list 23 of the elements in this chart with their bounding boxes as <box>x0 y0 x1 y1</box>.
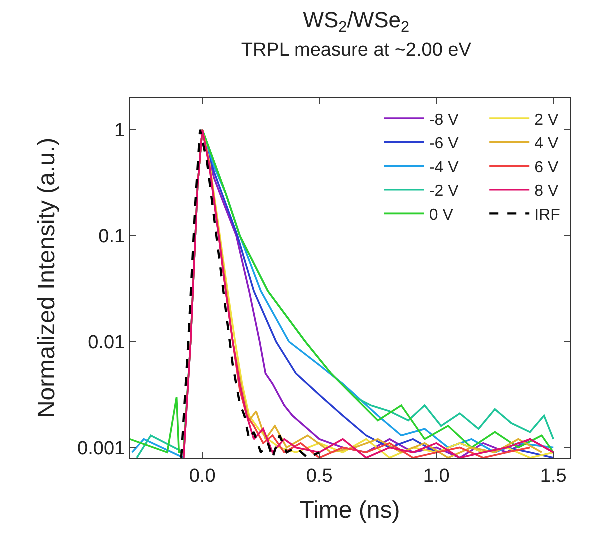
legend-label: -4 V <box>429 159 460 176</box>
legend-label: 6 V <box>534 159 559 176</box>
chart-title: WS$_{2}$/WSe$_{2}$ <box>303 7 410 36</box>
legend-label: -8 V <box>429 112 460 129</box>
x-tick-label: 1.0 <box>423 466 450 487</box>
x-axis-title: Time (ns) <box>300 497 400 524</box>
y-tick-label: 0.01 <box>88 332 126 354</box>
x-tick-label: 1.5 <box>540 466 567 487</box>
legend-label: 2 V <box>534 112 559 129</box>
legend-label: -6 V <box>429 136 460 153</box>
x-tick-label: 0.5 <box>306 466 333 487</box>
y-tick-label: 0.001 <box>78 438 126 460</box>
legend-label: -2 V <box>429 183 460 200</box>
legend-label: 8 V <box>534 183 559 200</box>
chart-subtitle: TRPL measure at ~2.00 eV <box>241 40 472 61</box>
legend-label: IRF <box>534 206 561 224</box>
legend-label: 4 V <box>534 136 559 153</box>
line-series <box>180 128 321 458</box>
legend-label: 0 V <box>429 206 454 224</box>
x-tick-label: 0.0 <box>189 466 216 487</box>
y-axis-title: Normalized Intensity (a.u.) <box>34 138 61 418</box>
y-tick-label: 1 <box>114 120 126 142</box>
y-tick-label: 0.1 <box>98 226 126 248</box>
